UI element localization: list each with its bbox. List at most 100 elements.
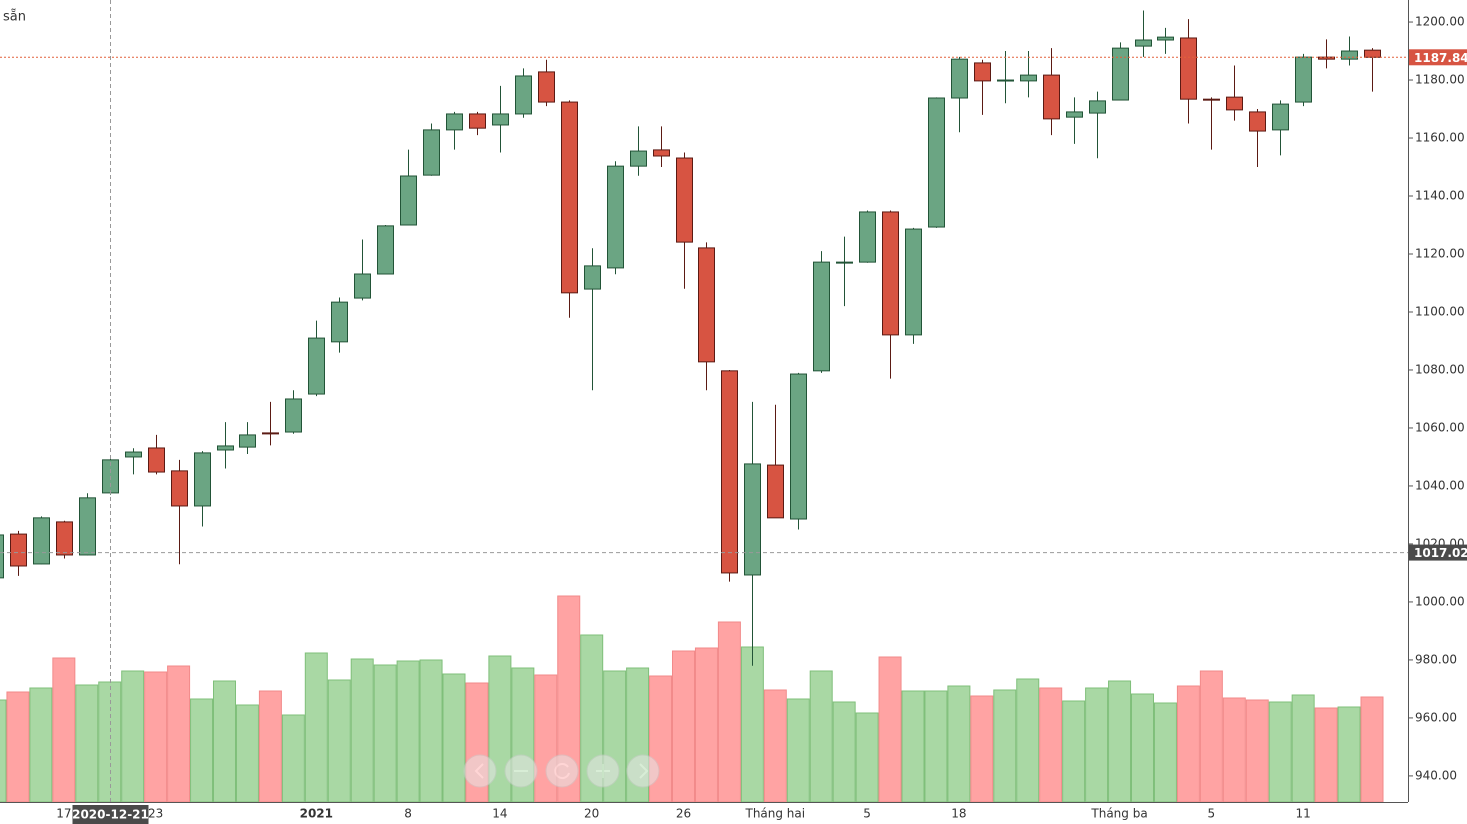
candle-body — [217, 445, 234, 451]
volume-bar — [1360, 696, 1384, 802]
volume-bar — [1314, 707, 1338, 802]
y-tick-label: 1180.00 — [1415, 73, 1465, 87]
y-tick-label: 1140.00 — [1415, 189, 1465, 203]
candle-body — [836, 261, 853, 264]
y-tick-label: 1040.00 — [1415, 478, 1465, 492]
candle-body — [1318, 56, 1335, 60]
plot-area — [0, 0, 1408, 802]
volume-bar — [832, 701, 856, 802]
crosshair-price-label: 1017.02 — [1414, 546, 1467, 560]
candle-body — [469, 113, 486, 129]
candle-body — [676, 157, 693, 243]
candle-body — [653, 149, 670, 157]
candle-body — [56, 521, 73, 556]
x-tick-label: 23 — [148, 807, 163, 821]
candle-body — [561, 101, 578, 294]
volume-bar — [1268, 701, 1292, 802]
corner-text: sẵn — [3, 10, 26, 25]
volume-bar — [1039, 687, 1063, 802]
volume-bar — [763, 689, 787, 802]
volume-bar — [1108, 680, 1132, 802]
y-tick-label: 1060.00 — [1415, 420, 1465, 434]
volume-bar — [672, 650, 695, 802]
volume-bar — [419, 659, 443, 802]
candle-body — [1295, 56, 1312, 103]
volume-bar — [1131, 693, 1154, 802]
candle-body — [308, 337, 325, 395]
candle-body — [698, 247, 715, 363]
volume-bar — [190, 698, 214, 802]
volume-bar — [1291, 694, 1315, 802]
candle-body — [1020, 74, 1037, 82]
candle-body — [630, 150, 647, 167]
x-tick-label: 5 — [1208, 807, 1216, 821]
scroll-left-button[interactable] — [463, 754, 497, 788]
candle-body — [1043, 74, 1060, 120]
volume-bar — [1199, 670, 1223, 802]
volume-bar — [75, 684, 99, 802]
zoom-out-button[interactable] — [504, 754, 538, 788]
volume-bar — [258, 690, 282, 802]
candle-body — [905, 228, 922, 336]
candle-body — [125, 451, 142, 458]
overlay: 940.00960.00980.001000.001020.001040.001… — [56, 15, 1467, 824]
volume-bar — [235, 704, 259, 802]
candle-body — [194, 452, 211, 507]
candle-body — [1203, 98, 1220, 101]
volume-bar — [740, 646, 764, 802]
candle-body — [239, 434, 256, 448]
crosshair-date-box — [72, 805, 149, 824]
x-tick-label: 8 — [404, 807, 412, 821]
volume-bar — [1062, 700, 1086, 802]
volume-bar — [281, 714, 305, 802]
volume-bar — [373, 664, 397, 802]
volume-bar — [304, 652, 328, 802]
y-tick-label: 980.00 — [1415, 652, 1457, 666]
x-tick-label: 26 — [676, 807, 691, 821]
candle-body — [1226, 96, 1243, 111]
volume-bar — [855, 712, 879, 802]
volume-bar — [809, 670, 833, 802]
volume-bar — [878, 656, 902, 802]
volume-bar — [98, 681, 122, 802]
x-tick-label: 11 — [1296, 807, 1311, 821]
candle-body — [882, 211, 899, 336]
zoom-in-button[interactable] — [586, 754, 620, 788]
y-tick-label: 1200.00 — [1415, 15, 1465, 29]
volume-bar — [396, 660, 420, 802]
candle-body — [607, 165, 624, 269]
candle-body — [1112, 47, 1129, 101]
volume-bar — [1337, 706, 1361, 802]
volume-bar — [0, 699, 7, 802]
scroll-right-button[interactable] — [626, 754, 660, 788]
volume-bar — [717, 621, 741, 802]
navigation-buttons — [463, 754, 660, 788]
volume-bar — [901, 690, 925, 802]
candle-body — [744, 463, 761, 576]
y-tick-label: 1000.00 — [1415, 594, 1465, 608]
candle-body — [377, 225, 394, 275]
y-tick-label: 1160.00 — [1415, 131, 1465, 145]
candle-body — [767, 464, 784, 519]
last-price-box — [1409, 49, 1467, 66]
candle-body — [515, 75, 532, 115]
candle-body — [1180, 37, 1197, 100]
y-tick-label: 1100.00 — [1415, 304, 1465, 318]
last-price-label: 1187.84 — [1414, 51, 1467, 65]
candle-body — [928, 97, 945, 228]
candle-body — [584, 265, 601, 290]
candle-body — [951, 58, 968, 99]
volume-bar — [442, 673, 466, 802]
candle-body — [331, 301, 348, 343]
volume-bar — [947, 685, 971, 802]
x-tick-label: Tháng hai — [744, 807, 805, 821]
reset-button[interactable] — [545, 754, 579, 788]
volume-bar — [350, 658, 374, 802]
candle-body — [1364, 49, 1381, 58]
candle-body — [492, 113, 509, 126]
candle-body — [400, 175, 417, 226]
candle-body — [10, 533, 27, 567]
candle-body — [1341, 50, 1358, 60]
candle-body — [423, 129, 440, 176]
